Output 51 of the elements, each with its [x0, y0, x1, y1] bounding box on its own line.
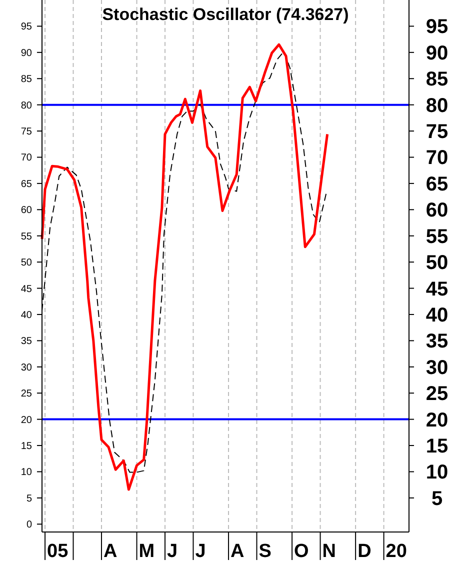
y-tick-label: 20	[20, 414, 32, 426]
y2-tick-label: 10	[426, 462, 448, 484]
y2-tick-label: 5	[431, 488, 443, 510]
y2-tick-label: 70	[426, 147, 448, 170]
y2-tick-label: 85	[426, 68, 448, 91]
y-tick-label: 30	[20, 362, 32, 374]
x-tick-label: M	[138, 541, 155, 561]
x-tick-label: S	[258, 541, 272, 561]
x-tick-label: J	[195, 541, 206, 561]
y-tick-label: 85	[20, 74, 32, 86]
y2-tick-label: 40	[426, 304, 448, 326]
y-tick-label: 15	[20, 441, 32, 452]
y2-tick-label: 80	[426, 94, 448, 117]
y-tick-label: 5	[26, 493, 32, 504]
y2-tick-label: 35	[426, 330, 448, 353]
y2-tick-label: 20	[426, 409, 448, 432]
y-tick-label: 25	[20, 388, 32, 400]
y-tick-label: 50	[20, 258, 32, 269]
x-tick-label: J	[167, 541, 178, 561]
x-tick-label: 05	[47, 541, 69, 561]
y-tick-label: 60	[20, 205, 32, 216]
y2-tick-label: 45	[426, 278, 448, 300]
y-tick-label: 80	[20, 100, 32, 112]
y-tick-label: 0	[26, 520, 32, 531]
y-tick-label: 55	[20, 231, 32, 242]
y-tick-label: 70	[20, 152, 32, 164]
x-tick-label: D	[358, 541, 372, 561]
y-tick-label: 45	[20, 284, 32, 295]
x-tick-label: N	[322, 541, 336, 561]
x-tick-label: A	[230, 541, 245, 561]
y2-tick-label: 95	[426, 16, 448, 38]
y2-tick-label: 60	[426, 200, 448, 222]
y2-tick-label: 90	[426, 42, 448, 64]
y2-tick-label: 25	[426, 383, 448, 406]
y2-tick-label: 75	[426, 121, 448, 144]
x-tick-label: 20	[386, 541, 407, 561]
x-tick-label: O	[294, 541, 309, 561]
chart-title: Stochastic Oscillator (74.3627)	[102, 5, 349, 24]
y-tick-label: 75	[20, 126, 32, 138]
y2-tick-label: 55	[426, 226, 448, 248]
y-tick-label: 90	[20, 48, 32, 59]
y-tick-label: 40	[20, 310, 32, 321]
x-tick-label: A	[103, 541, 118, 561]
y-tick-label: 35	[20, 336, 32, 348]
y-tick-label: 95	[20, 22, 32, 33]
y-tick-label: 10	[20, 467, 32, 478]
y2-tick-label: 65	[426, 173, 448, 196]
y-tick-label: 65	[20, 178, 32, 190]
y2-tick-label: 30	[426, 356, 448, 379]
y2-tick-label: 50	[426, 252, 448, 274]
y2-tick-label: 15	[426, 436, 448, 458]
